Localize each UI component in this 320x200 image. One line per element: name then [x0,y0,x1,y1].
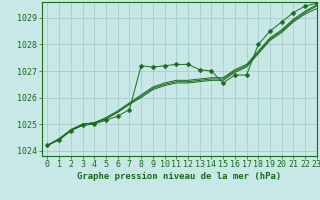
X-axis label: Graphe pression niveau de la mer (hPa): Graphe pression niveau de la mer (hPa) [77,172,281,181]
